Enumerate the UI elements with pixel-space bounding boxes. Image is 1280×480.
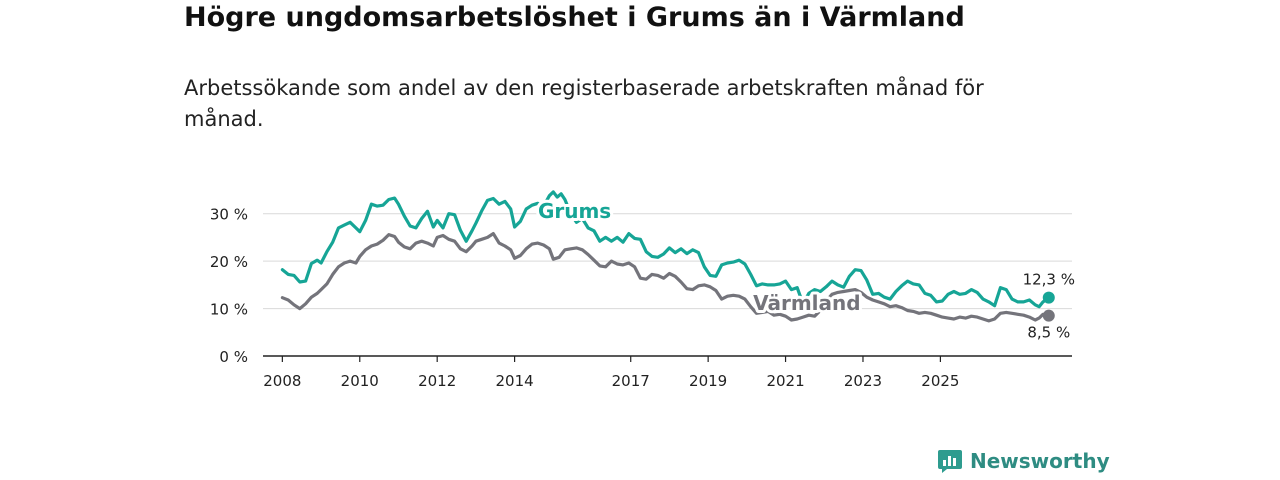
newsworthy-logo-icon	[938, 450, 962, 473]
end-point-grums	[1042, 291, 1055, 304]
y-tick-label: 20 %	[210, 253, 248, 271]
end-value-label-värmland: 8,5 %	[1027, 324, 1070, 342]
x-tick-label: 2023	[844, 372, 882, 390]
brand-name: Newsworthy	[970, 449, 1110, 473]
series-label-värmland: Värmland	[753, 291, 861, 315]
series-label-halo: Grums	[538, 199, 611, 223]
x-tick-label: 2008	[263, 372, 301, 390]
series-line-värmland	[280, 232, 1051, 323]
x-tick-label: 2019	[689, 372, 727, 390]
x-tick-label: 2021	[766, 372, 804, 390]
series-label-halo: Värmland	[753, 291, 861, 315]
chart-subtitle: Arbetssökande som andel av den registerb…	[184, 76, 984, 131]
y-tick-label: 10 %	[210, 301, 248, 319]
end-point-värmland	[1042, 309, 1055, 322]
brand-logo[interactable]: Newsworthy	[937, 448, 1110, 474]
chart-title: Högre ungdomsarbetslöshet i Grums än i V…	[184, 2, 965, 33]
series-line-grums	[280, 190, 1051, 309]
x-tick-label: 2012	[418, 372, 456, 390]
series-label-grums: Grums	[538, 199, 611, 223]
end-value-label-grums: 12,3 %	[1023, 271, 1075, 289]
x-tick-label: 2010	[341, 372, 379, 390]
y-tick-label: 0 %	[219, 348, 248, 366]
x-tick-label: 2025	[921, 372, 959, 390]
x-tick-label: 2014	[496, 372, 534, 390]
y-tick-label: 30 %	[210, 206, 248, 224]
x-tick-label: 2017	[612, 372, 650, 390]
